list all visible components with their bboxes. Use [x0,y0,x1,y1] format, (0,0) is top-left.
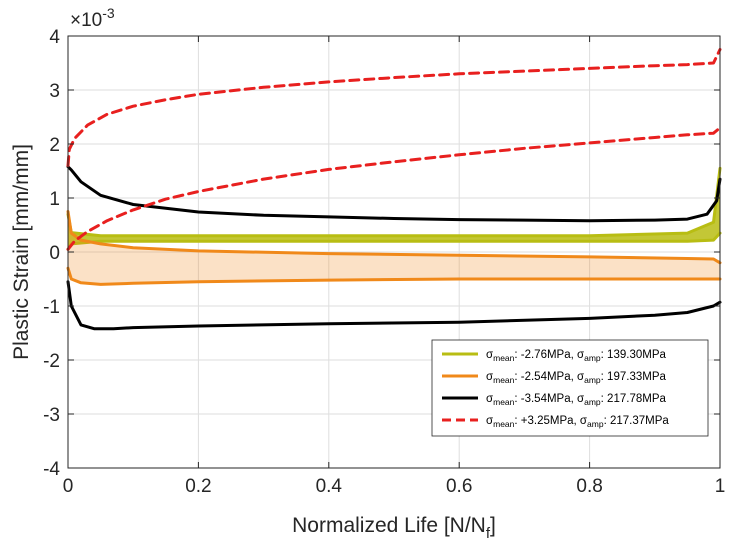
legend-label: σmean: +3.25MPa, σamp: 217.37MPa [486,415,669,429]
legend: σmean: -2.76MPa, σamp: 139.30MPa σmean: -… [431,339,709,437]
y-axis-exponent: ×10-3 [70,5,115,31]
y-tick-label: -2 [43,351,60,372]
y-tick-label: 0 [49,243,60,264]
y-tick-labels: -4 -3 -2 -1 0 1 2 3 4 [43,27,60,480]
y-tick-label: -4 [43,459,60,480]
legend-entry-3: σmean: -3.54MPa, σamp: 217.78MPa [442,393,666,407]
legend-label: σmean: -2.54MPa, σamp: 197.33MPa [486,371,666,385]
y-exponent-prefix: ×10 [70,10,102,31]
x-axis-label-sub: f [486,525,491,542]
series-2-band [68,211,720,285]
x-axis-label-main: Normalized Life [N/N [292,514,486,537]
legend-entry-1: σmean: -2.76MPa, σamp: 139.30MPa [442,349,666,363]
series-2-lower-line [66,266,722,286]
y-axis-label: Plastic Strain [mm/mm] [10,144,33,360]
y-tick-label: 2 [49,135,60,156]
legend-label: σmean: -3.54MPa, σamp: 217.78MPa [486,393,666,407]
y-tick-label: -1 [43,297,60,318]
series-4 [66,48,722,251]
series-3 [66,165,722,331]
series-4-lower-line [66,126,722,251]
x-tick-label: 0.2 [185,476,211,497]
y-tick-label: -3 [43,405,60,426]
y-exponent-value: -3 [102,5,115,21]
x-tick-label: 0.8 [576,476,602,497]
series-3-upper-line [66,165,722,223]
y-tick-label: 1 [49,189,60,210]
legend-box [431,339,709,437]
x-tick-labels: 0 0.2 0.4 0.6 0.8 1 [63,476,726,497]
x-tick-label: 0.6 [446,476,472,497]
legend-entries: σmean: -2.76MPa, σamp: 139.30MPa σmean: -… [442,349,669,429]
y-tick-label: 3 [49,81,60,102]
x-axis-label-close: ] [490,514,496,537]
series-4-upper-line [66,48,722,168]
x-tick-label: 0.4 [316,476,343,497]
y-tick-label: 4 [49,27,60,48]
x-axis-label: Normalized Life [N/Nf] [292,514,496,542]
axis-ticks [67,35,721,469]
legend-label: σmean: -2.76MPa, σamp: 139.30MPa [486,349,666,363]
x-tick-label: 0 [63,476,74,497]
series-layer [66,48,722,331]
legend-entry-2: σmean: -2.54MPa, σamp: 197.33MPa [442,371,666,385]
x-tick-label: 1 [715,476,726,497]
series-3-lower-line [66,280,722,331]
legend-entry-4: σmean: +3.25MPa, σamp: 217.37MPa [442,415,669,429]
